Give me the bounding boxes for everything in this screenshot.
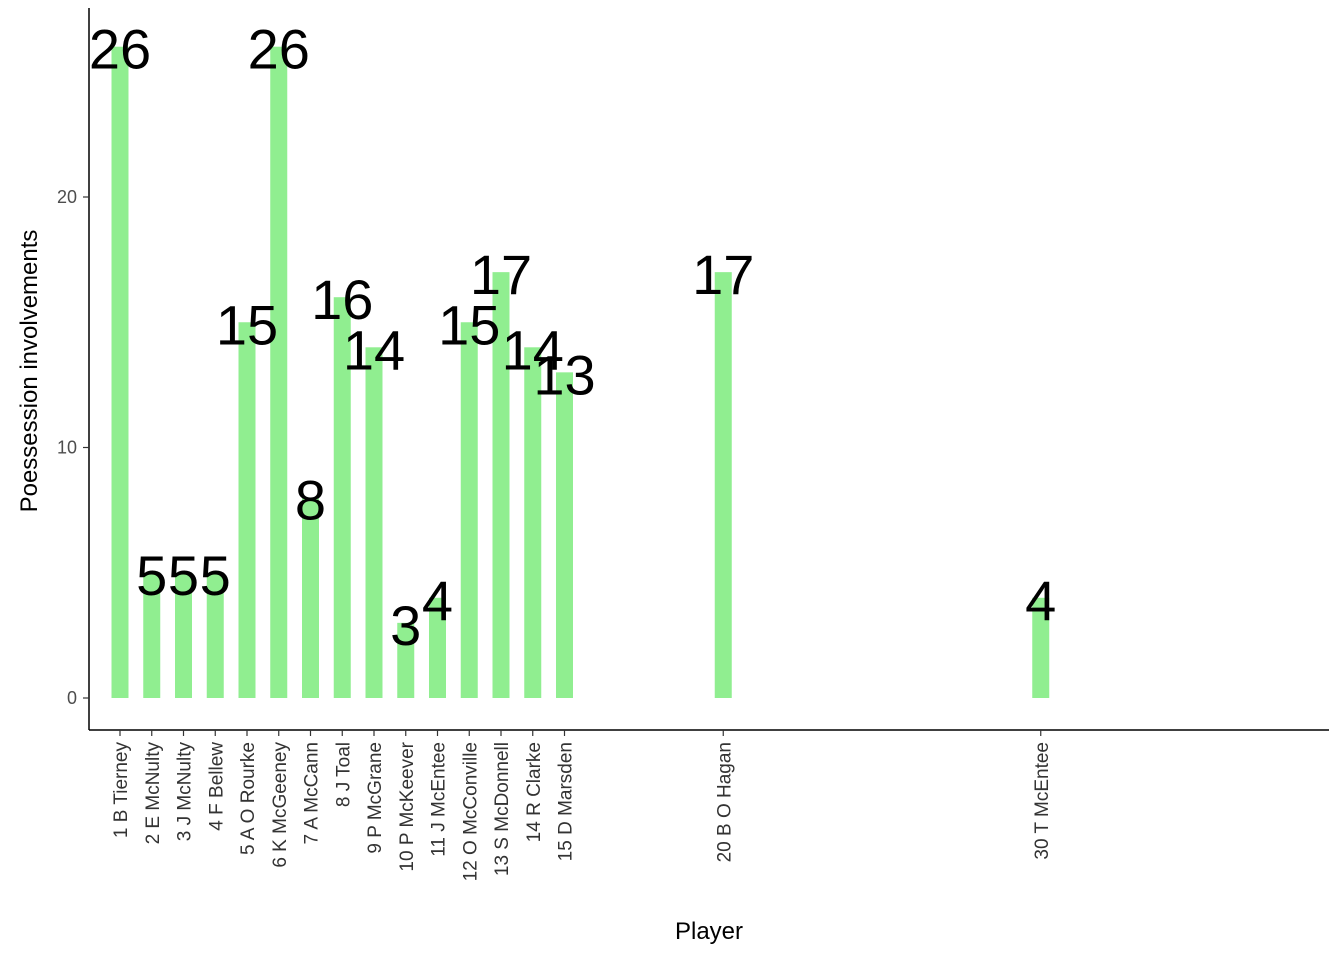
- y-tick-label: 0: [67, 688, 77, 708]
- x-tick-label: 1 B Tierney: [111, 742, 132, 839]
- x-tick-label: 7 A McCann: [302, 742, 323, 844]
- bar: [556, 372, 573, 698]
- bar: [143, 572, 161, 698]
- x-tick-label: 6 K McGeeney: [270, 742, 291, 868]
- data-label: 13: [533, 343, 595, 406]
- data-label: 17: [470, 243, 532, 306]
- x-tick-label: 10 P McKeever: [397, 741, 418, 871]
- x-tick-label: 11 J McEntee: [429, 742, 450, 857]
- data-label: 26: [89, 18, 151, 81]
- x-tick-label: 13 S McDonnell: [492, 742, 513, 876]
- data-label: 5: [200, 544, 231, 607]
- x-axis: 1 B Tierney 2 E McNulty 3 J McNulty 4 F Bel…: [89, 729, 1329, 881]
- x-tick-label: 9 P McGrane: [365, 742, 386, 854]
- bar: [238, 322, 256, 698]
- data-label: 8: [295, 469, 326, 532]
- data-label: 3: [390, 594, 421, 657]
- bar: [492, 272, 510, 698]
- x-tick-label: 20 B O Hagan: [714, 742, 735, 862]
- bar: [302, 497, 319, 698]
- x-tick-label: 8 J Toal: [333, 742, 354, 807]
- bar: [714, 272, 732, 698]
- y-tick-label: 20: [57, 187, 77, 207]
- data-label: 14: [502, 318, 564, 381]
- x-tick-label: 2 E McNulty: [143, 742, 164, 845]
- bar: [397, 622, 415, 698]
- bar: [524, 347, 542, 698]
- bars-group: [111, 46, 1050, 698]
- bar: [365, 347, 383, 698]
- bar: [206, 572, 224, 698]
- bar: [175, 572, 192, 698]
- x-tick-label: 4 F Bellew: [206, 742, 227, 831]
- data-label: 26: [248, 18, 310, 81]
- data-label: 5: [136, 544, 167, 607]
- data-label: 17: [692, 243, 754, 306]
- y-tick-label: 10: [57, 438, 77, 458]
- data-label: 15: [216, 293, 278, 356]
- data-label: 16: [311, 268, 373, 331]
- data-label: 14: [343, 318, 405, 381]
- x-tick-label: 30 T McEntee: [1032, 742, 1053, 860]
- bar: [111, 46, 129, 698]
- bar: [270, 46, 288, 698]
- x-tick-label: 5 A O Rourke: [238, 742, 259, 855]
- data-label: 4: [1025, 569, 1056, 632]
- bar: [333, 297, 351, 698]
- y-axis-title: Poessession involvements: [16, 230, 43, 513]
- x-tick-label: 12 O McConville: [460, 742, 481, 881]
- x-tick-label: 14 R Clarke: [524, 742, 545, 842]
- data-label: 5: [168, 544, 199, 607]
- data-label: 4: [422, 569, 453, 632]
- bar: [429, 597, 446, 698]
- bar: [1032, 597, 1050, 698]
- bar: [460, 322, 478, 698]
- x-tick-label: 3 J McNulty: [175, 742, 196, 842]
- data-label: 15: [438, 293, 500, 356]
- y-axis: 0 10 20: [57, 8, 90, 730]
- x-tick-label: 15 D Marsden: [556, 742, 577, 861]
- x-axis-title: Player: [675, 918, 743, 945]
